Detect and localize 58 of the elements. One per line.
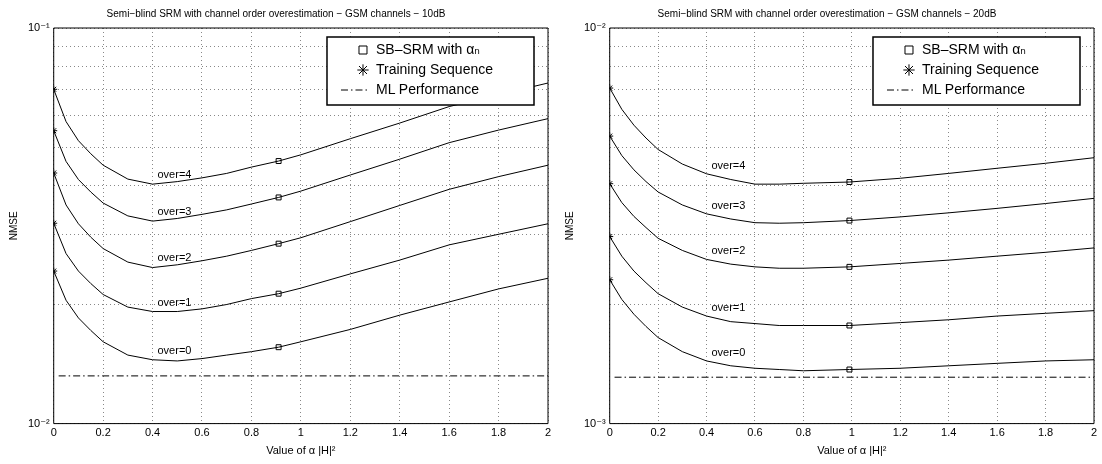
x-tick-label: 1.2: [892, 426, 908, 439]
point: [275, 240, 282, 247]
x-tick-label: 0: [50, 426, 57, 439]
x-tick-label: 1: [848, 426, 855, 439]
point: [846, 366, 853, 373]
x-tick-label: 0.4: [698, 426, 715, 439]
series-label: over=2: [711, 244, 746, 257]
x-tick-label: 1.6: [989, 426, 1005, 439]
x-tick-label: 0.6: [194, 426, 210, 439]
point: [275, 158, 282, 165]
x-tick-label: 0.8: [243, 426, 260, 439]
x-tick-label: 2: [544, 426, 552, 439]
x-tick-label: 0.2: [95, 426, 111, 439]
y-tick-label: 10⁻¹: [27, 21, 51, 34]
point: [846, 179, 853, 185]
series-label: over=1: [711, 301, 746, 314]
chart-title: Semi−blind SRM with channel order overestimation − GSM channels − 20dB: [657, 7, 997, 19]
chart-title: Semi−blind SRM with channel order overestimation − GSM channels − 10dB: [106, 7, 446, 19]
series-label: over=0: [157, 344, 192, 356]
series-label: over=4: [711, 158, 746, 171]
legend-label: SB–SRM with αₙ: [922, 40, 1026, 57]
x-tick-label: 1.2: [342, 426, 358, 439]
x-tick-label: 1.6: [441, 426, 457, 439]
y-tick-label: 10⁻²: [27, 416, 51, 429]
x-tick-label: 1.4: [941, 426, 957, 439]
y-axis-title: NMSE: [7, 211, 19, 241]
x-tick-label: 0.6: [747, 426, 763, 439]
point: [846, 322, 853, 329]
x-tick-label: 0.8: [795, 426, 812, 439]
x-tick-label: 1.4: [392, 426, 408, 439]
x-tick-label: 1: [297, 426, 304, 439]
legend-label: ML Performance: [376, 80, 480, 97]
legend-label: Training Sequence: [376, 60, 494, 77]
series-label: over=3: [711, 198, 746, 211]
series-label: over=3: [157, 204, 192, 217]
legend-label: ML Performance: [922, 80, 1026, 97]
series-label: over=2: [157, 251, 192, 264]
series-label: over=1: [157, 295, 192, 308]
point: [846, 263, 853, 270]
x-tick-label: 0.4: [144, 426, 161, 439]
x-axis-title: Value of α |H|²: [817, 444, 887, 457]
y-tick-label: 10⁻²: [583, 21, 607, 34]
series-label: over=4: [157, 167, 192, 180]
x-tick-label: 1.8: [1037, 426, 1054, 439]
point: [275, 344, 282, 351]
legend-label: Training Sequence: [922, 60, 1040, 77]
x-tick-label: 0: [606, 426, 613, 439]
x-tick-label: 2: [1090, 426, 1098, 439]
point: [846, 217, 853, 224]
legend-label: SB–SRM with αₙ: [376, 40, 480, 57]
x-tick-label: 0.2: [650, 426, 666, 439]
y-tick-label: 10⁻³: [583, 416, 607, 429]
x-tick-label: 1.8: [490, 426, 507, 439]
y-axis-title: NMSE: [563, 211, 575, 241]
x-axis-title: Value of α |H|²: [266, 444, 336, 457]
series-label: over=0: [711, 345, 746, 358]
point: [275, 194, 282, 201]
point: [275, 290, 282, 297]
